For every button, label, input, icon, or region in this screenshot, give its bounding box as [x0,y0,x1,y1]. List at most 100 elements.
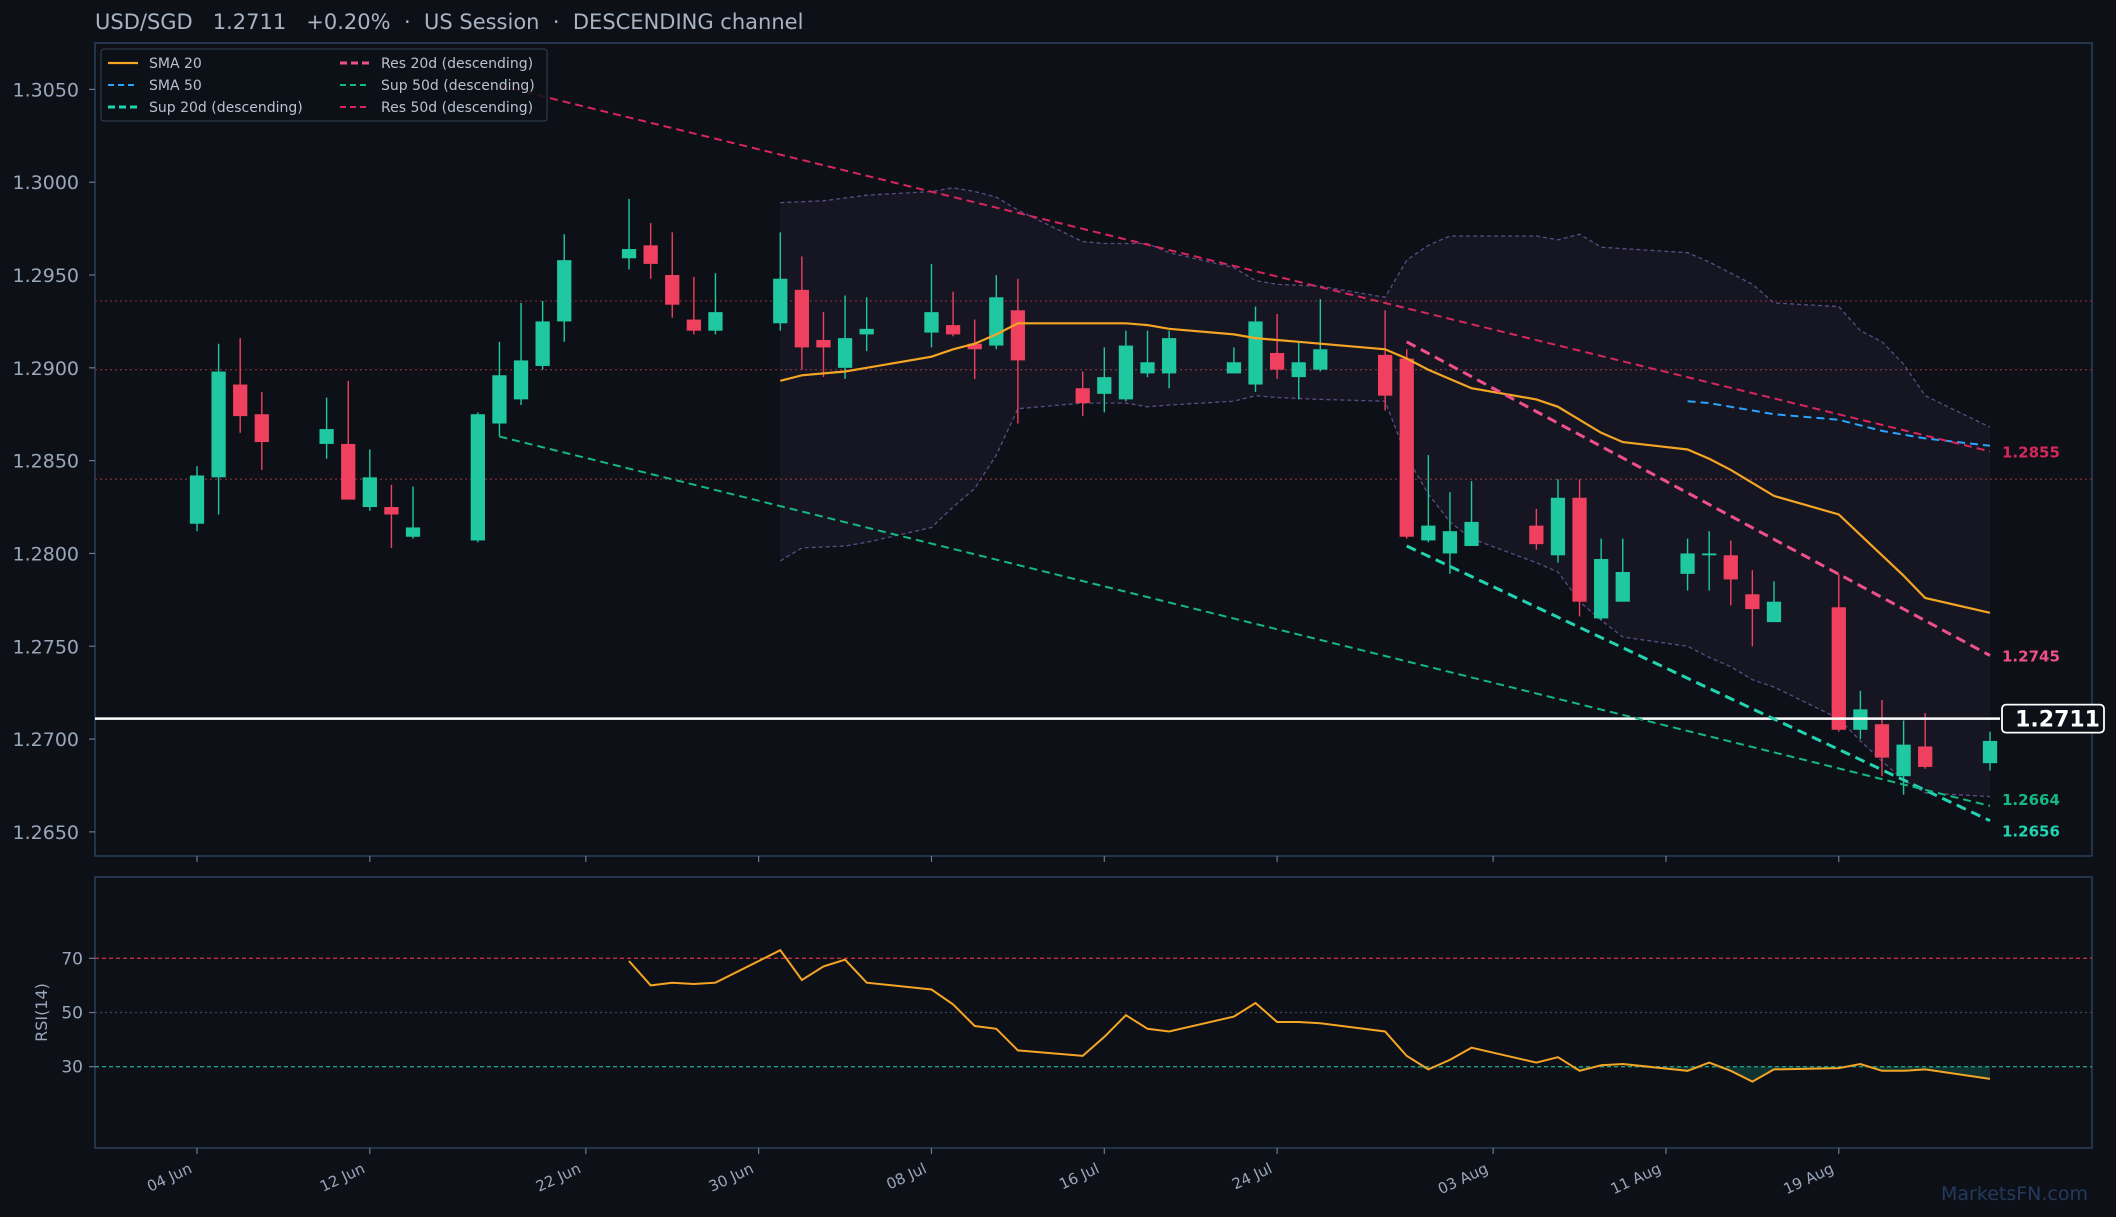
candle-body [535,321,550,366]
candle-body [189,475,205,524]
candle [319,397,334,459]
candle-body [319,429,334,444]
candle [1680,538,1695,591]
candle-body [1313,349,1328,370]
candle-body [1140,362,1155,374]
candle [1269,314,1285,379]
candle-body [1097,377,1112,394]
channel-label: DESCENDING channel [572,10,804,34]
candle [1399,349,1414,539]
candle-body [816,339,831,348]
candle [686,276,701,335]
candle [1896,720,1911,795]
candle [924,263,939,348]
candle [1745,570,1760,647]
rsi-panel: 30 50 70 RSI(14) [32,876,2093,1149]
legend-label: Res 20d (descending) [381,56,533,72]
candle-body [945,325,961,335]
candle-body [1075,388,1090,404]
series-line-res-20d-descending [1405,340,1991,657]
candle-body [924,312,939,333]
last-price-tag [2001,703,2105,734]
candle [362,449,377,511]
candle-body [254,414,269,443]
candle [1464,481,1479,547]
watermark: MarketsFN.com [1941,1183,2088,1205]
rsi-oversold-fill [1406,1066,1429,1070]
bollinger-band-fill [780,187,1990,797]
x-tick-label: 04 Jun [144,1159,194,1195]
series-end-label: 1.2664 [2002,791,2060,809]
y-tick-label: 1.2900 [13,358,79,380]
candle-body [513,360,529,400]
candle [1572,479,1587,617]
candle-body [233,384,248,417]
legend-label: Sup 20d (descending) [149,100,303,116]
candle [470,412,485,543]
candle [1529,508,1544,550]
candle [1766,581,1782,623]
candle [1378,310,1393,411]
candle [816,312,831,378]
series-line-res-50d-descending [499,84,1991,453]
candle-body [1269,352,1285,370]
candle [405,486,421,539]
candle-body [1464,521,1479,547]
x-tick-label: 08 Jul [884,1159,930,1193]
candle [1702,531,1717,591]
series-line-sma-20 [780,322,1991,614]
y-tick-label: 1.3050 [13,79,79,101]
candle [945,291,961,337]
legend-label: Res 50d (descending) [381,100,533,116]
candle-body [1896,744,1911,777]
candle-body [211,371,226,478]
candle [837,295,853,379]
rsi-panel-frame [94,876,2093,1149]
legend-label: SMA 50 [149,78,202,94]
rsi-oversold-fill [1860,1066,1882,1071]
x-tick-label: 11 Aug [1608,1159,1664,1198]
price-panel: 1.2650 1.2700 1.2750 1.2800 1.2850 1.2900 1.29… [13,42,2105,857]
candle [773,232,788,331]
legend-box [100,48,548,122]
candle-body [773,278,788,324]
candle [535,301,550,370]
rsi-line [628,948,1991,1083]
y-tick-label: 1.2950 [13,265,79,287]
candle [859,297,874,352]
y-tick-label: 1.2700 [13,729,79,751]
y-tick-label: 1.3000 [13,172,79,194]
candle-body [794,289,809,348]
candle [513,302,529,405]
candle [1874,700,1890,777]
x-tick-label: 03 Aug [1435,1159,1491,1198]
candle [1594,538,1609,621]
candle [384,484,399,548]
candle [1118,330,1134,402]
candle-body [1529,525,1544,545]
series-end-label: 1.2656 [2002,823,2060,841]
candle [492,341,507,437]
x-tick-label: 22 Jun [533,1159,583,1195]
candle-body [686,319,701,331]
candle [643,223,658,279]
candle-body [1874,724,1890,758]
candle-body [1291,362,1306,378]
candle [1226,347,1242,374]
candle-body [1680,553,1695,574]
candle-body [470,414,485,541]
x-tick-label: 19 Aug [1781,1159,1837,1198]
y-tick-label: 1.2750 [13,636,79,658]
last-price: 1.2711 [212,10,287,34]
legend-label: Sup 50d (descending) [381,78,535,94]
candle [665,232,680,318]
candle [1550,479,1566,563]
candle [189,466,205,532]
last-price-tag-text: 1.2711 [2015,708,2100,733]
candle [1831,573,1846,732]
candle-body [989,297,1004,346]
candle-body [1918,746,1933,767]
x-tick-label: 24 Jul [1229,1159,1275,1193]
candle-body [1572,497,1587,602]
candle-body [1010,310,1026,361]
